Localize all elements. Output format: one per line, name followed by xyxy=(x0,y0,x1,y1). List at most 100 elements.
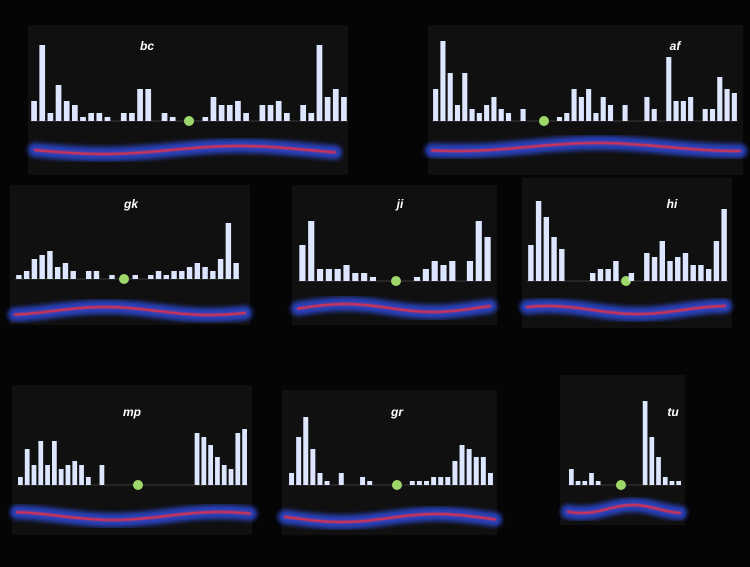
bar xyxy=(690,265,696,281)
bar xyxy=(520,109,526,121)
bar xyxy=(242,429,247,485)
bar xyxy=(498,109,504,121)
panel: gk xyxy=(8,185,252,325)
centromere-dot xyxy=(133,480,143,490)
bar xyxy=(571,89,577,121)
bar xyxy=(132,275,138,279)
bar xyxy=(300,105,307,121)
bar xyxy=(528,245,534,281)
bar xyxy=(99,465,105,485)
bar xyxy=(303,417,309,485)
bar xyxy=(169,117,176,121)
bar xyxy=(656,457,661,485)
bar xyxy=(24,449,30,485)
bar xyxy=(155,271,162,279)
chromosome-axis xyxy=(13,305,247,317)
bar xyxy=(662,477,668,485)
bar xyxy=(218,105,225,121)
centromere-dot xyxy=(184,116,194,126)
bar xyxy=(480,457,486,485)
bar xyxy=(484,105,490,121)
bar xyxy=(324,481,330,485)
bar xyxy=(622,105,628,121)
bar xyxy=(267,105,274,121)
bar xyxy=(578,97,584,121)
bar xyxy=(129,113,135,121)
bar xyxy=(31,259,38,279)
bar xyxy=(137,89,143,121)
bar xyxy=(675,257,681,281)
bar xyxy=(47,113,54,121)
bar xyxy=(23,271,30,279)
bar xyxy=(447,73,453,121)
bar xyxy=(16,275,22,279)
bar xyxy=(334,269,341,281)
bar xyxy=(569,469,574,485)
bar xyxy=(259,105,266,121)
bar xyxy=(275,101,282,121)
bar xyxy=(51,441,57,485)
bar xyxy=(88,113,95,121)
panel-title: hi xyxy=(667,197,678,211)
bar xyxy=(487,473,493,485)
bar xyxy=(228,469,234,485)
bar xyxy=(148,275,154,279)
bar xyxy=(698,265,704,281)
bar xyxy=(186,267,193,279)
bar xyxy=(469,109,475,121)
bar xyxy=(713,241,720,281)
panel: ji xyxy=(291,185,497,325)
bar xyxy=(535,201,542,281)
bar xyxy=(235,101,241,121)
bar xyxy=(79,465,84,485)
bar xyxy=(161,113,168,121)
bar xyxy=(556,117,563,121)
centromere-dot xyxy=(392,480,402,490)
bar xyxy=(682,253,689,281)
bar xyxy=(438,477,444,485)
bar xyxy=(58,469,64,485)
bar xyxy=(649,437,655,485)
bar xyxy=(54,267,61,279)
bar xyxy=(343,265,350,281)
bar xyxy=(308,113,315,121)
bar xyxy=(659,241,665,281)
bar xyxy=(332,89,339,121)
bar xyxy=(466,449,472,485)
bar xyxy=(449,261,456,281)
bar xyxy=(431,261,438,281)
bar xyxy=(613,261,619,281)
bar xyxy=(597,269,604,281)
bar xyxy=(31,101,37,121)
bar xyxy=(717,77,723,121)
panel: af xyxy=(425,25,747,175)
bar xyxy=(171,271,177,279)
panel-title: af xyxy=(670,39,682,53)
bar xyxy=(208,445,214,485)
bar xyxy=(445,477,451,485)
centromere-dot xyxy=(391,276,401,286)
bar xyxy=(724,89,730,121)
panel-title: ji xyxy=(395,197,404,211)
bar xyxy=(702,109,708,121)
bar xyxy=(551,237,557,281)
centromere-dot xyxy=(539,116,549,126)
bar xyxy=(210,271,216,279)
bar xyxy=(31,465,37,485)
chromosome-axis xyxy=(430,141,742,153)
bar xyxy=(80,117,86,121)
bar xyxy=(452,461,458,485)
bar xyxy=(217,259,224,279)
chromosome-axis xyxy=(15,510,252,522)
bar xyxy=(194,433,200,485)
bar xyxy=(317,473,323,485)
panel: hi xyxy=(520,178,732,328)
bar xyxy=(731,93,737,121)
bar xyxy=(644,253,650,281)
bar xyxy=(235,433,241,485)
bar xyxy=(62,263,69,279)
bar xyxy=(85,477,91,485)
bar xyxy=(202,267,208,279)
bar xyxy=(45,465,50,485)
